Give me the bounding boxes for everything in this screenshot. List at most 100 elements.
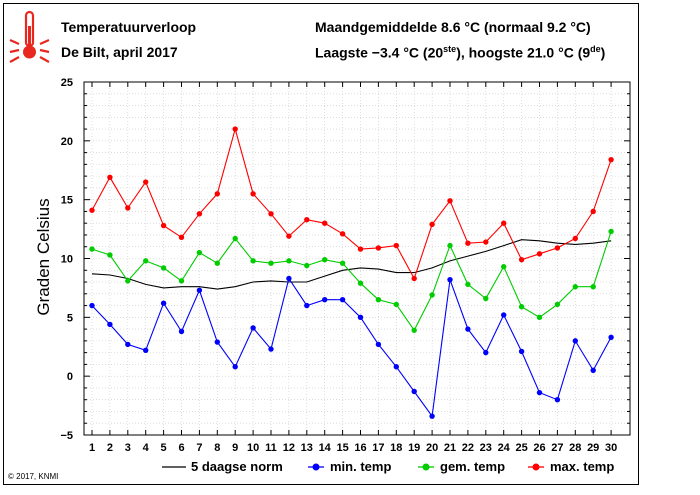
x-tick-label: 1	[89, 442, 95, 454]
legend-label-min: min. temp	[330, 459, 391, 474]
data-point-max	[178, 234, 185, 241]
data-point-min	[214, 339, 220, 345]
temperature-extremes: Laagste −3.4 °C (20ste), hoogste 21.0 °C…	[315, 44, 605, 61]
x-tick-label: 2	[107, 442, 113, 454]
data-point-min	[250, 325, 256, 331]
thermometer-mercury	[28, 26, 31, 50]
thermometer-ray	[39, 48, 50, 54]
series-line-max	[91, 127, 612, 280]
chart-frame: Temperatuurverloop De Bilt, april 2017 M…	[3, 3, 639, 485]
legend-marker-min	[312, 463, 320, 471]
data-point-gem	[178, 278, 185, 284]
extremes-prefix: Laagste −3.4 °C (20	[315, 44, 444, 61]
data-point-min	[125, 341, 131, 348]
legend-marker-gem	[422, 463, 430, 471]
legend-label-gem: gem. temp	[440, 459, 505, 474]
data-point-gem	[143, 258, 149, 264]
data-point-max	[357, 246, 364, 252]
series-line-gem	[91, 231, 612, 332]
data-point-gem	[196, 249, 203, 256]
data-point-max	[232, 126, 238, 132]
y-tick-label: 5	[67, 312, 73, 324]
data-point-gem	[250, 258, 256, 264]
data-point-gem	[286, 258, 292, 264]
data-point-max	[214, 191, 220, 197]
data-point-gem	[465, 281, 471, 288]
thermometer-ray	[9, 48, 20, 54]
thermometer-ray	[9, 38, 20, 46]
data-point-gem	[304, 262, 310, 269]
data-point-max	[375, 245, 382, 251]
data-point-max	[483, 239, 489, 245]
y-axis: −5 0 5 10 15 20 25	[60, 77, 630, 442]
data-point-gem	[411, 327, 417, 333]
data-point-min	[107, 321, 113, 328]
data-point-min	[590, 367, 596, 373]
legend: 5 daagse norm min. temp gem. temp max. temp	[162, 459, 614, 474]
extremes-ordinal-high: de	[590, 44, 601, 54]
data-point-min	[536, 389, 543, 396]
data-point-gem	[357, 280, 364, 286]
data-point-gem	[483, 295, 489, 302]
data-point-max	[125, 205, 131, 211]
data-point-max	[143, 179, 149, 185]
x-tick-label: 19	[408, 442, 420, 454]
data-point-max	[501, 220, 507, 226]
data-point-gem	[590, 284, 596, 290]
x-tick-label: 8	[214, 442, 220, 454]
x-tick-label: 7	[196, 442, 202, 454]
data-point-max	[196, 211, 203, 217]
extremes-suffix: )	[600, 44, 606, 61]
y-tick-label: 10	[61, 254, 73, 266]
data-point-min	[447, 276, 453, 283]
data-point-gem	[447, 242, 453, 249]
data-point-min	[518, 348, 525, 355]
data-point-max	[339, 231, 346, 237]
data-point-max	[107, 174, 113, 181]
data-point-gem	[518, 304, 525, 310]
data-point-min	[304, 302, 310, 309]
data-point-max	[304, 216, 310, 223]
x-tick-label: 4	[143, 442, 150, 454]
data-point-gem	[89, 246, 95, 252]
data-point-min	[608, 334, 614, 341]
data-point-gem	[107, 252, 113, 258]
data-point-max	[608, 156, 614, 163]
data-point-min	[429, 413, 435, 419]
data-point-min	[196, 287, 203, 293]
x-tick-label: 29	[587, 442, 599, 454]
y-tick-label: 20	[61, 136, 73, 148]
data-point-min	[483, 349, 489, 356]
x-tick-label: 17	[372, 442, 384, 454]
legend-label-norm: 5 daagse norm	[191, 459, 283, 474]
y-tick-label: −5	[60, 430, 73, 442]
extremes-ordinal-low: ste	[443, 44, 457, 54]
x-tick-label: 15	[336, 442, 348, 454]
chart-subtitle: De Bilt, april 2017	[61, 44, 178, 60]
data-point-max	[536, 251, 543, 257]
data-point-gem	[572, 284, 578, 290]
data-point-min	[160, 300, 167, 306]
y-tick-label: 0	[67, 371, 73, 383]
data-point-min	[89, 302, 95, 309]
data-point-min	[178, 328, 185, 335]
chart-title: Temperatuurverloop	[61, 19, 197, 35]
thermometer-ray	[39, 56, 50, 63]
extremes-mid: ), hoogste 21.0 °C (9	[456, 44, 591, 61]
x-tick-label: 11	[265, 442, 277, 454]
data-point-min	[339, 296, 346, 303]
x-tick-label: 21	[444, 442, 456, 454]
data-point-gem	[608, 228, 614, 235]
data-point-max	[554, 245, 561, 251]
data-point-max	[286, 233, 292, 239]
x-tick-label: 22	[462, 442, 474, 454]
data-point-max	[322, 220, 328, 226]
data-point-max	[465, 240, 471, 246]
thermometer-ray	[39, 38, 50, 46]
x-tick-label: 30	[605, 442, 617, 454]
data-point-gem	[125, 278, 131, 284]
x-tick-label: 25	[515, 442, 527, 454]
data-point-min	[501, 312, 507, 318]
data-point-max	[89, 207, 95, 213]
